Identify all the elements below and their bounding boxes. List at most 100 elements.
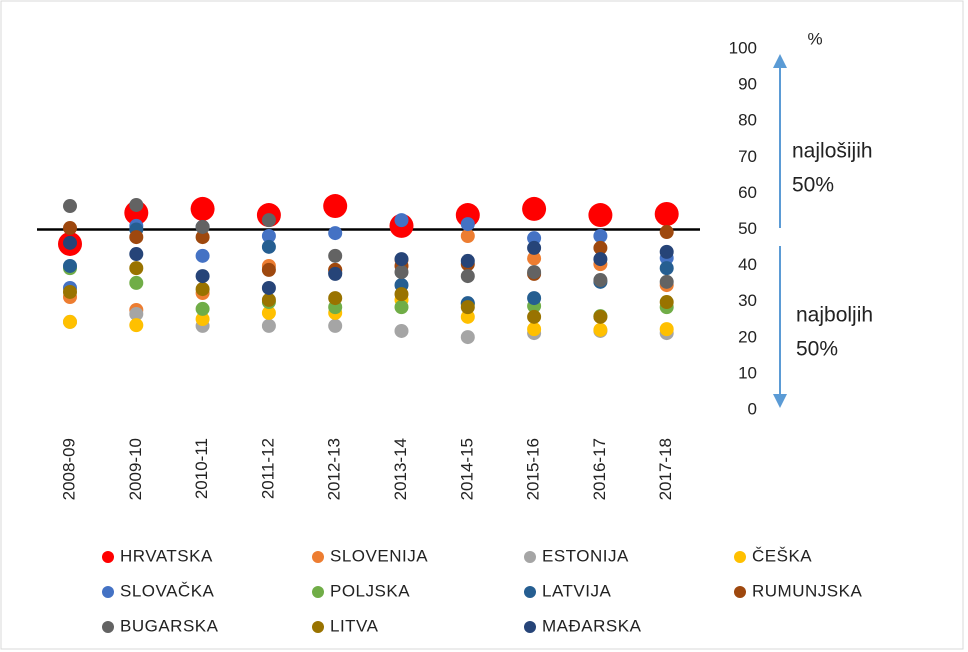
legend-label: ESTONIJA [542, 546, 629, 565]
dot [460, 300, 475, 315]
dot [190, 196, 215, 221]
dot [527, 231, 542, 246]
dot [195, 269, 210, 284]
dot [659, 244, 674, 259]
dot [63, 284, 77, 299]
y-tick-label: 90 [738, 75, 757, 94]
dot [593, 228, 608, 243]
dot [460, 253, 475, 268]
legend-marker [734, 586, 746, 598]
dot [522, 196, 547, 221]
legend-label: MAĐARSKA [542, 616, 642, 635]
x-tick-label: 2008-09 [59, 438, 78, 500]
dot [63, 235, 77, 250]
x-tick-label: 2010-11 [192, 438, 211, 499]
legend-label: SLOVENIJA [330, 546, 428, 565]
x-tick-label: 2015-16 [524, 438, 543, 500]
dot [394, 300, 409, 315]
dot [460, 217, 475, 232]
dot [195, 282, 210, 297]
dot [654, 201, 679, 226]
dot [129, 247, 144, 262]
y-tick-label: 100 [729, 38, 757, 57]
legend-marker [524, 621, 536, 633]
dot [328, 291, 343, 306]
legend-label: LATVIJA [542, 581, 611, 600]
dot [195, 230, 210, 245]
y-tick-label: 80 [738, 111, 757, 130]
dot [593, 240, 608, 255]
dot [261, 318, 276, 333]
y-tick-label: 30 [738, 291, 757, 310]
dot [593, 309, 608, 324]
annotation: najboljih [796, 304, 873, 327]
annotation: 50% [792, 174, 834, 197]
annotation: najlošijih [792, 140, 873, 163]
dot [261, 239, 276, 254]
dot [323, 194, 348, 219]
dot [328, 226, 343, 241]
y-tick-label: 0 [748, 399, 757, 418]
x-tick-label: 2009-10 [126, 438, 145, 500]
legend-label: ČEŠKA [752, 546, 812, 565]
dot [527, 265, 542, 280]
dot [195, 312, 210, 327]
dot [394, 252, 409, 267]
legend-marker [734, 551, 746, 563]
dot [328, 318, 343, 333]
legend-marker [312, 551, 324, 563]
dot [261, 262, 276, 277]
x-tick-label: 2017-18 [656, 438, 675, 500]
legend-marker [524, 586, 536, 598]
dot [527, 240, 542, 255]
legend-marker [312, 621, 324, 633]
dot [129, 197, 144, 212]
dot [394, 323, 409, 338]
dot [593, 322, 608, 337]
dot [659, 322, 674, 337]
legend-label: HRVATSKA [120, 546, 213, 565]
dot [63, 199, 77, 214]
dot [588, 203, 613, 228]
dot [659, 225, 674, 240]
dot [261, 213, 276, 228]
dot [527, 251, 542, 266]
dot [129, 230, 144, 245]
dot [63, 258, 77, 273]
x-tick-label: 2011-12 [258, 438, 277, 499]
dot [527, 291, 542, 306]
dot [129, 275, 144, 290]
y-tick-label: 60 [738, 183, 757, 202]
legend-marker [524, 551, 536, 563]
dot [261, 280, 276, 295]
y-tick-label: 70 [738, 147, 757, 166]
dot [328, 266, 343, 281]
dot [394, 213, 409, 228]
dot [394, 287, 409, 302]
dot [261, 228, 276, 243]
legend-label: RUMUNJSKA [752, 581, 862, 600]
dot [460, 269, 475, 284]
y-tick-label: 20 [738, 327, 757, 346]
dot [659, 261, 674, 276]
y-axis-label: % [807, 29, 822, 48]
legend-marker [312, 586, 324, 598]
dot [261, 292, 276, 307]
dot [659, 295, 674, 310]
dot [63, 314, 77, 329]
dot [659, 274, 674, 289]
dot [460, 228, 475, 243]
dot [129, 261, 144, 276]
legend-label: SLOVAČKA [120, 581, 215, 600]
x-tick-label: 2012-13 [325, 438, 344, 500]
legend-marker [102, 621, 114, 633]
legend-marker [102, 551, 114, 563]
x-tick-label: 2013-14 [391, 438, 410, 500]
dot [261, 305, 276, 320]
x-tick-label: 2014-15 [457, 438, 476, 500]
dot [195, 301, 210, 316]
dot [129, 318, 144, 333]
y-tick-label: 10 [738, 363, 757, 382]
y-tick-label: 50 [738, 219, 757, 238]
